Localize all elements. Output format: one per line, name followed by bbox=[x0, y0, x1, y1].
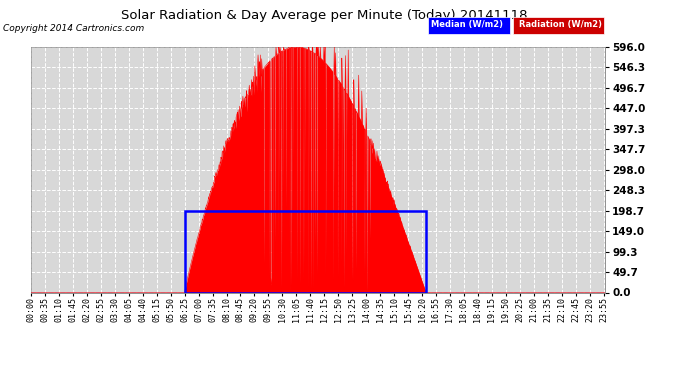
Text: Copyright 2014 Cartronics.com: Copyright 2014 Cartronics.com bbox=[3, 24, 145, 33]
Text: Radiation (W/m2): Radiation (W/m2) bbox=[519, 20, 602, 29]
Bar bbox=[185, 211, 426, 292]
Text: Solar Radiation & Day Average per Minute (Today) 20141118: Solar Radiation & Day Average per Minute… bbox=[121, 9, 528, 22]
Text: Median (W/m2): Median (W/m2) bbox=[431, 20, 503, 29]
